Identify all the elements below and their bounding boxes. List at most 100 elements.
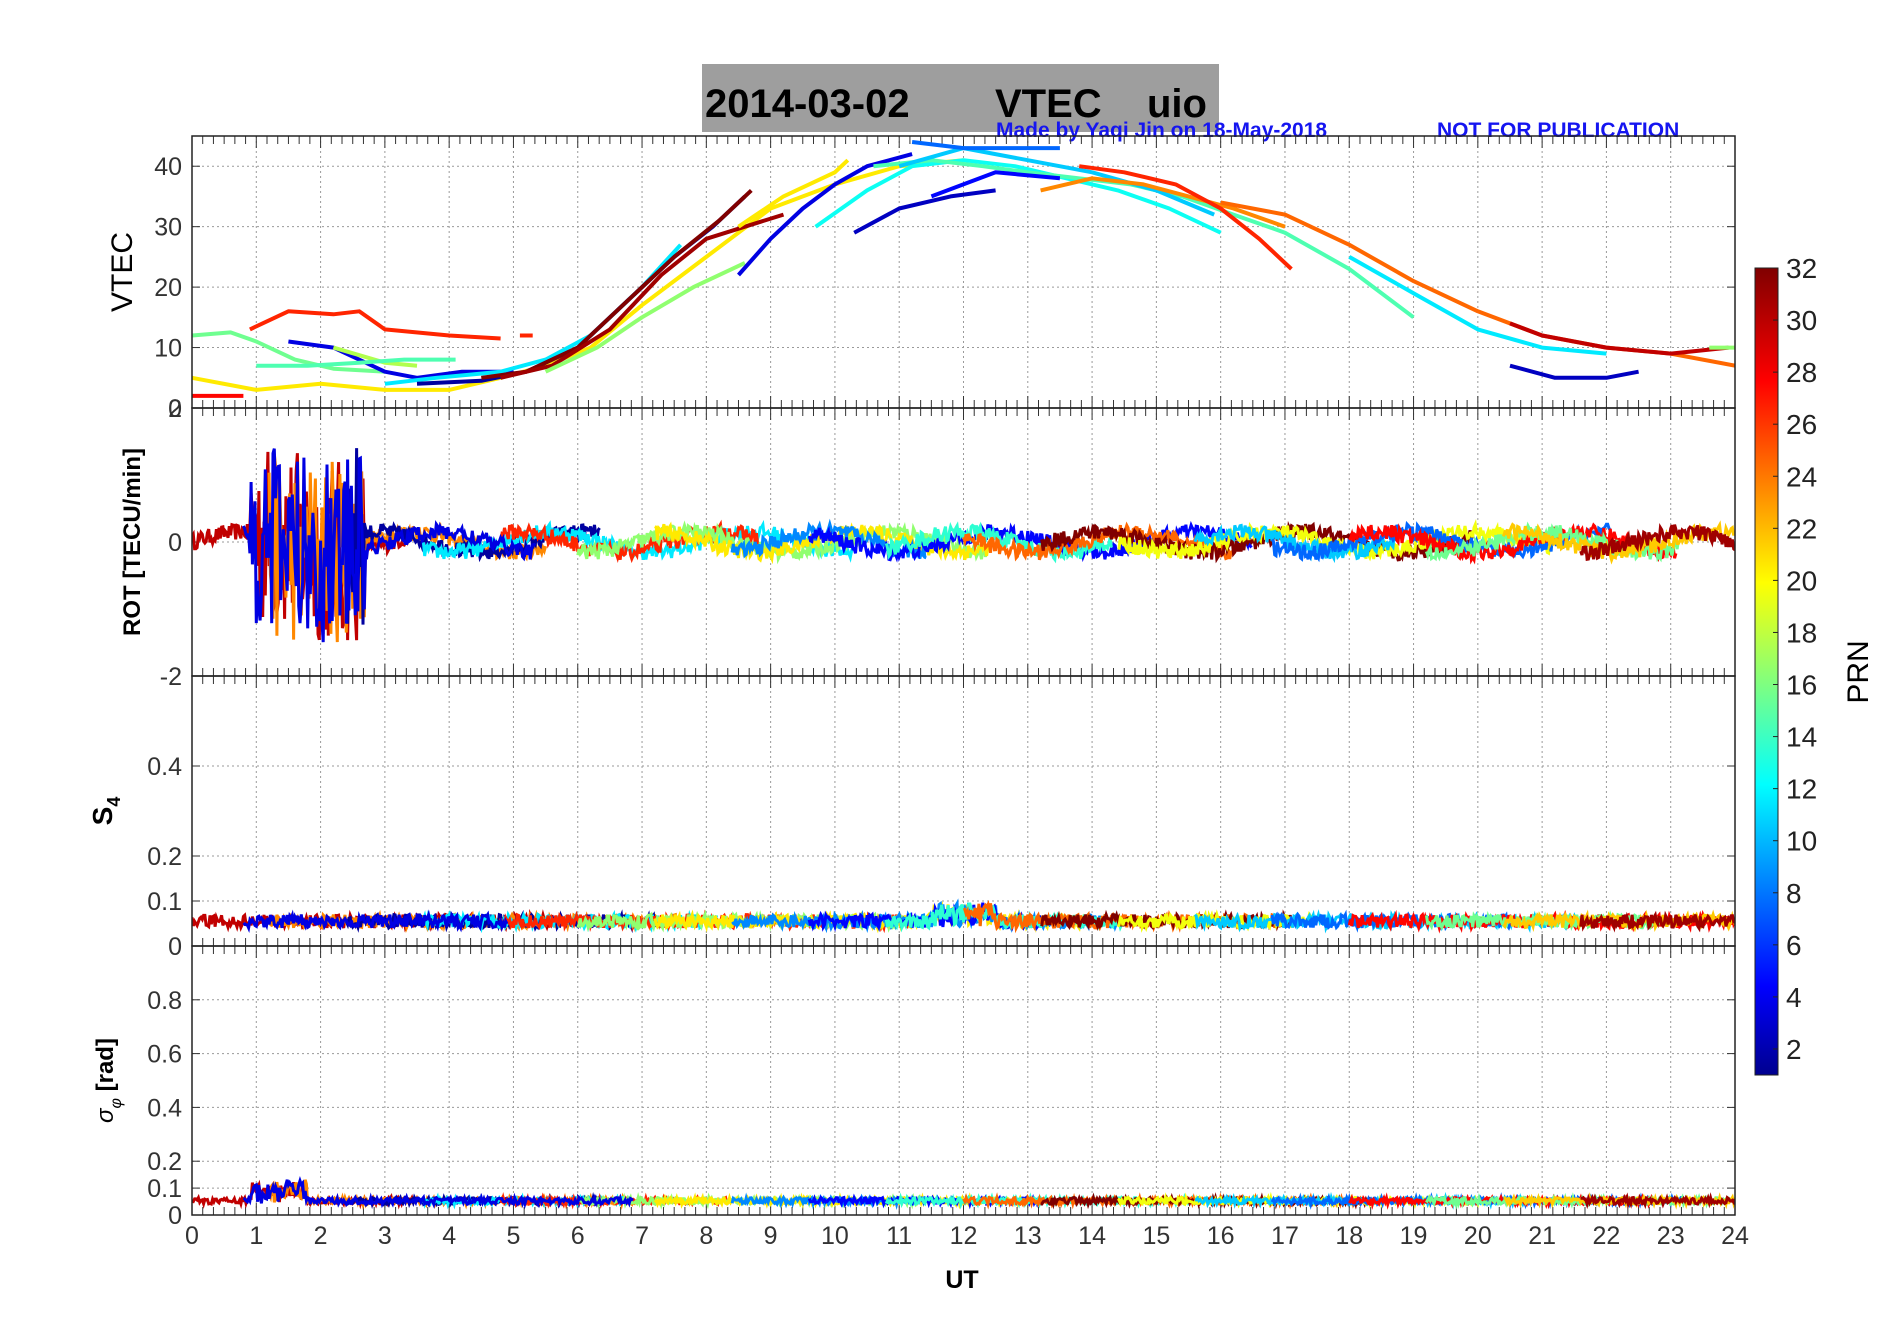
y-tick-label: 0 (168, 1202, 182, 1230)
y-tick-label: 0 (168, 933, 182, 961)
colorbar-tick-label: 4 (1786, 982, 1802, 1013)
vtec-line-prn-5 (930, 170, 1061, 199)
rot-trace-prn-14 (884, 521, 1113, 564)
x-tick-label: 8 (699, 1222, 713, 1250)
x-tick-label: 23 (1657, 1222, 1685, 1250)
y-tick-label: 0.2 (147, 1148, 182, 1176)
y-tick-label: 10 (154, 335, 182, 363)
x-tick-label: 3 (378, 1222, 392, 1250)
sigma-trace-prn-31 (1580, 1192, 1735, 1210)
y-tick-label: 0.4 (147, 1094, 182, 1122)
notice-text: NOT FOR PUBLICATION (1437, 119, 1679, 142)
colorbar-tick-label: 8 (1786, 878, 1802, 909)
panel-s4: 0 0.1 0.2 0.4 S4 (87, 675, 1736, 961)
y-tick-label: 0.1 (147, 1175, 182, 1203)
panel-frame (191, 945, 1736, 1216)
vtec-line-prn-17 (544, 261, 746, 374)
s4-trace-prn-31 (1579, 910, 1735, 933)
y-tick-label: 0 (168, 395, 182, 423)
s4-trace-prn-4 (242, 909, 509, 933)
colorbar-tick-label: 16 (1786, 670, 1817, 701)
colorbar-tick-label: 6 (1786, 930, 1802, 961)
y-tick-label: 30 (154, 214, 182, 242)
y-tick-label: 0.1 (147, 888, 182, 916)
y-tick-label: -2 (160, 663, 182, 691)
vtec-line-prn-31 (500, 212, 785, 380)
colorbar-tick-label: 20 (1786, 565, 1817, 596)
vtec-line-prn-21 (737, 158, 850, 229)
x-tick-label: 1 (249, 1222, 263, 1250)
y-tick-label: 0.4 (147, 753, 182, 781)
sigma-trace-prn-4 (242, 1175, 634, 1210)
vtec-line-prn-11 (898, 146, 1215, 217)
x-tick-label: 22 (1593, 1222, 1621, 1250)
series-group (192, 448, 1735, 643)
colorbar-tick-label: 2 (1786, 1034, 1802, 1065)
y-axis-label: ROT [TECU/min] (119, 448, 146, 636)
rot-trace-prn-31 (1579, 523, 1735, 562)
colorbar-tick-label: 18 (1786, 617, 1817, 648)
x-tick-label: 7 (635, 1222, 649, 1250)
y-axis-label: VTEC (106, 232, 139, 312)
vtec-line-prn-16 (192, 330, 386, 374)
x-tick-label: 10 (821, 1222, 849, 1250)
x-tick-label: 0 (185, 1222, 199, 1250)
panel-vtec: 0 10 20 30 40 VTEC (106, 135, 1736, 423)
rot-trace-prn-4 (242, 448, 537, 643)
series-group (192, 1175, 1735, 1210)
title-banner (702, 64, 1219, 132)
colorbar-tick-label: 32 (1786, 253, 1817, 284)
rot-trace-prn-11 (1193, 523, 1397, 564)
x-tick-label: 17 (1271, 1222, 1299, 1250)
title-date: 2014-03-02 (705, 82, 910, 126)
x-tick-label: 16 (1207, 1222, 1235, 1250)
vtec-line-prn-3 (1509, 363, 1639, 380)
x-tick-label: 14 (1078, 1222, 1106, 1250)
x-tick-label: 6 (571, 1222, 585, 1250)
x-tick-label: 15 (1142, 1222, 1170, 1250)
vtec-line-prn-4 (288, 339, 514, 380)
vtec-line-prn-13 (814, 158, 1222, 235)
x-tick-label: 4 (442, 1222, 456, 1250)
vtec-line-prn-30 (1509, 321, 1729, 356)
x-tick-label: 20 (1464, 1222, 1492, 1250)
colorbar-tick-label: 28 (1786, 357, 1817, 388)
vtec-line-prn-27 (249, 309, 501, 341)
colorbar-tick-label: 10 (1786, 826, 1817, 857)
x-tick-label: 9 (764, 1222, 778, 1250)
colorbar-tick-label: 30 (1786, 305, 1817, 336)
colorbar-tick-label: 14 (1786, 722, 1817, 753)
x-tick-label: 2 (314, 1222, 328, 1250)
colorbar-tick-label: 24 (1786, 461, 1817, 492)
panel-sigma: 00.10.2 0.4 0.6 0.8 σφ [rad] (92, 945, 1736, 1230)
x-axis-label: UT (945, 1266, 978, 1294)
colorbar-tick-label: 26 (1786, 409, 1817, 440)
vtec-line-prn-3 (853, 188, 996, 235)
x-tick-label: 18 (1335, 1222, 1363, 1250)
y-tick-label: 2 (168, 395, 182, 423)
vtec-line-prn-8 (911, 140, 1060, 151)
x-tick-label: 12 (950, 1222, 978, 1250)
colorbar-tick-label: 12 (1786, 774, 1817, 805)
vtec-line-prn-27 (1078, 164, 1293, 271)
title-name: VTEC (995, 82, 1102, 126)
x-tick-label: 5 (507, 1222, 521, 1250)
colorbar (1754, 267, 1779, 1076)
vtec-line-prn-15 (256, 357, 456, 368)
series-group (192, 898, 1735, 934)
colorbar-tick-label: 22 (1786, 513, 1817, 544)
series-group (192, 140, 1735, 398)
y-tick-label: 20 (154, 274, 182, 302)
y-tick-label: 0.8 (147, 987, 182, 1015)
x-tick-label: 11 (886, 1222, 912, 1250)
y-axis-label: S4 (87, 797, 124, 826)
y-tick-label: 0.2 (147, 843, 182, 871)
y-axis-label: σφ [rad] (92, 1038, 125, 1123)
y-tick-label: 40 (154, 153, 182, 181)
x-tick-label: 19 (1400, 1222, 1428, 1250)
y-tick-label: 0 (168, 529, 182, 557)
credit-text: Made by Yaqi Jin on 18-May-2018 (996, 119, 1327, 142)
colorbar-label: PRN (1842, 640, 1875, 703)
rot-trace-prn-16 (1424, 521, 1680, 563)
